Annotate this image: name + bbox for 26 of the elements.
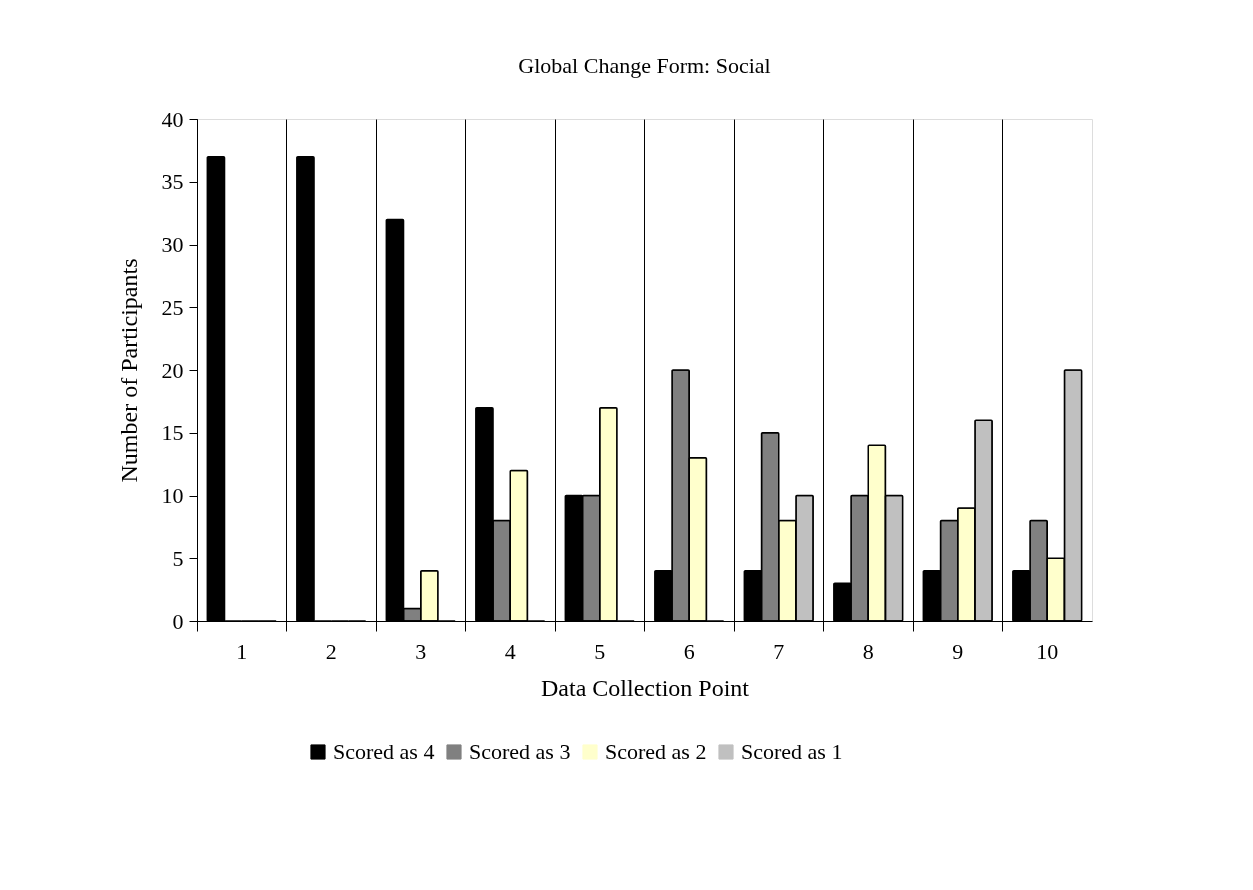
y-tick-label: 10 [161,483,184,508]
y-axis-title: Number of Participants [115,258,142,483]
legend-label: Scored as 1 [741,739,843,764]
legend-label: Scored as 2 [605,739,707,764]
legend-label: Scored as 3 [469,739,571,764]
y-tick-label: 5 [172,545,184,571]
x-tick-label: 2 [325,638,337,664]
y-tick-label: 15 [161,420,184,446]
x-tick-label: 7 [773,638,785,664]
x-tick-label: 9 [952,638,964,664]
x-tick-label: 1 [236,638,248,664]
y-tick-label: 20 [161,357,184,383]
y-tick-label: 0 [172,608,184,634]
x-tick-label: 5 [594,638,606,664]
legend-label: Scored as 4 [333,739,435,764]
y-tick-label: 40 [161,106,184,132]
y-tick-label: 25 [161,294,184,320]
chart-title: Global Change Form: Social [518,53,771,78]
x-axis-title: Data Collection Point [541,674,750,701]
x-tick-label: 4 [504,638,516,664]
y-tick-label: 30 [161,232,184,257]
x-tick-label: 8 [862,638,874,664]
x-tick-label: 6 [683,638,695,664]
x-tick-label: 3 [415,638,427,664]
x-tick-label: 10 [1036,638,1059,664]
y-tick-label: 35 [161,169,184,195]
